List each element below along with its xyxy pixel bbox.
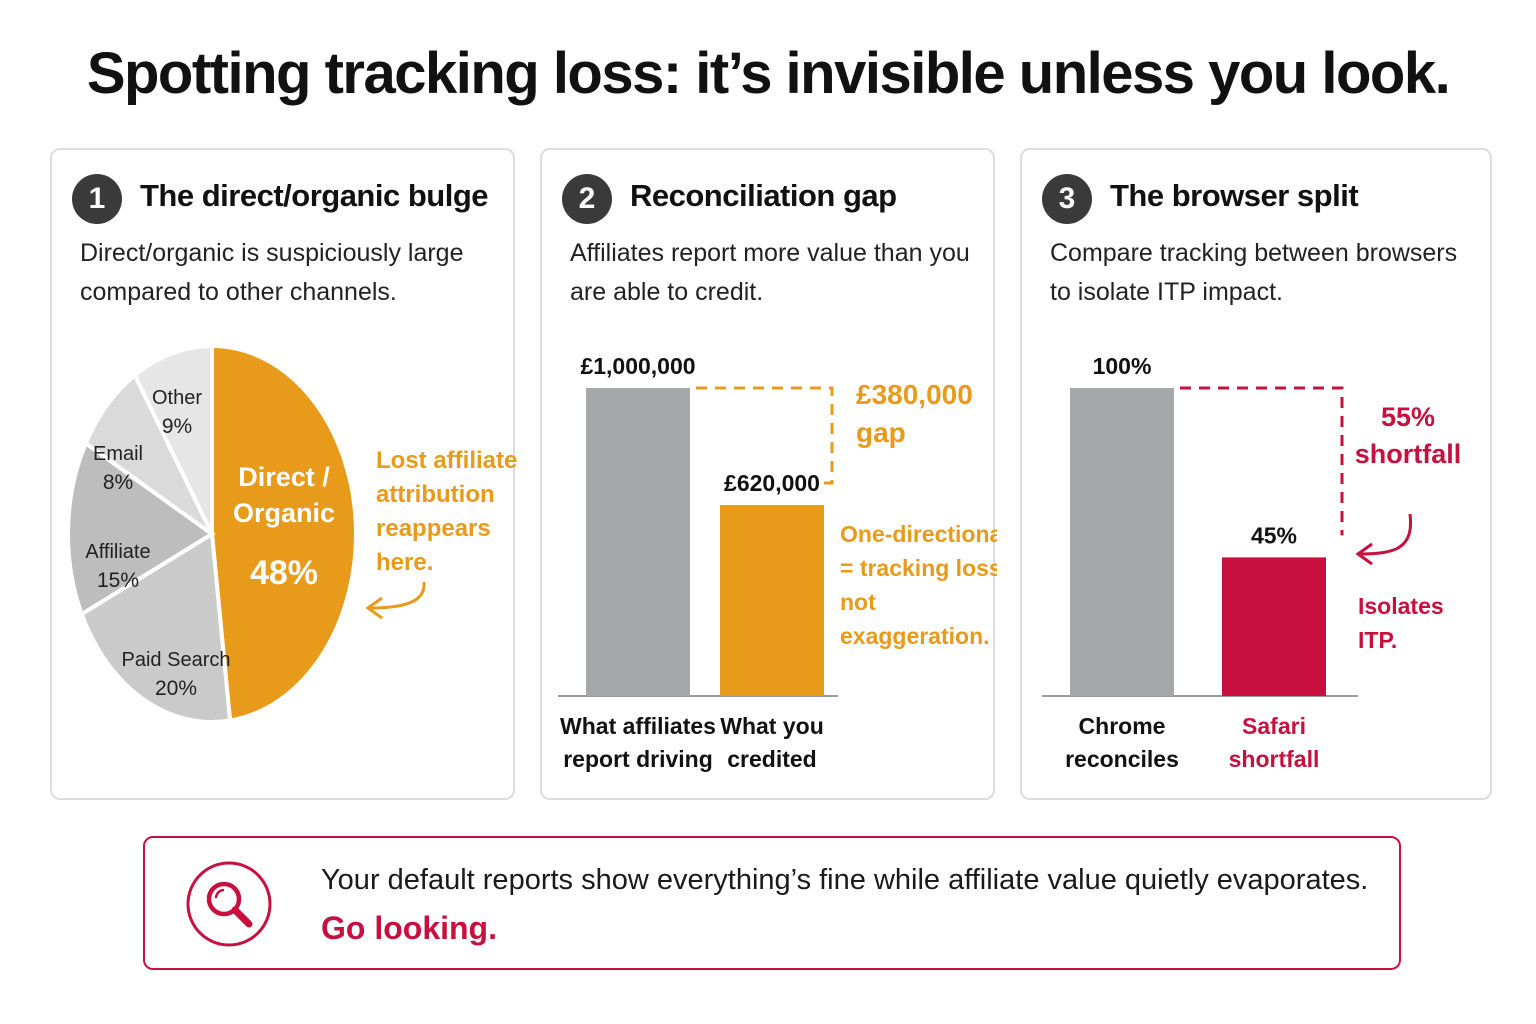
pie-slice (210, 343, 359, 723)
panel-description: Compare tracking between browsers to iso… (1050, 239, 1458, 306)
arrow-icon (1359, 513, 1413, 556)
bar-value-label: £1,000,000 (580, 353, 695, 379)
pie-slice-label: Direct / (238, 462, 330, 492)
bar (586, 388, 690, 696)
footer-callout: Your default reports show everything’s f… (143, 836, 1401, 970)
page-title: Spotting tracking loss: it’s invisible u… (86, 41, 1451, 106)
pie-slice-value: 20% (155, 677, 197, 700)
step-number-badge: 3 (1042, 174, 1092, 224)
panel-description: Direct/organic is suspiciously large com… (80, 239, 464, 306)
bar-category-label: Safari (1242, 713, 1306, 739)
bar-category-label: shortfall (1229, 746, 1320, 772)
browser-bar-chart: 100% Chrome reconciles 45% Safari shortfall 55… (1042, 353, 1462, 772)
panel-title: The direct/organic bulge (140, 178, 489, 213)
annotation-text: reappears (376, 515, 491, 542)
annotation-text: here. (376, 549, 433, 576)
annotation-text: attribution (376, 481, 495, 508)
panel-browser-split: 3 The browser split Compare tracking bet… (1020, 148, 1492, 800)
gap-label: shortfall (1355, 439, 1462, 469)
bar-category-label: credited (727, 746, 816, 772)
gap-label: gap (856, 417, 906, 448)
annotation-text: not (840, 589, 876, 615)
bar-category-label: What you (720, 713, 824, 739)
bar-category-label: reconciles (1065, 746, 1179, 772)
bar (1070, 388, 1174, 696)
gap-bracket (696, 386, 834, 485)
step-number-badge: 2 (562, 174, 612, 224)
pie-chart: Direct / Organic 48% Paid Search 20% Affiliat… (66, 343, 517, 724)
pie-slice-label: Email (93, 443, 143, 465)
pie-slice-value: 48% (250, 554, 318, 592)
panel-reconciliation-gap: 2 Reconciliation gap Affiliates report m… (540, 148, 997, 800)
bar-category-label: report driving (563, 746, 713, 772)
arrow-icon (369, 581, 426, 610)
step-number-badge: 1 (72, 174, 122, 224)
gap-label: 55% (1381, 402, 1435, 432)
pie-slice-value: 8% (103, 471, 133, 494)
pie-slice-label: Other (152, 387, 202, 409)
annotation-text: = tracking loss, (840, 555, 997, 581)
pie-slice-value: 15% (97, 569, 139, 592)
magnifier-icon (186, 861, 272, 947)
annotation-text: Isolates (1358, 593, 1444, 619)
gap-label: £380,000 (856, 379, 973, 410)
pie-slice-label: Paid Search (122, 649, 231, 671)
footer-cta: Go looking. (321, 910, 497, 946)
arrow-head-icon (1355, 542, 1373, 566)
pie-slice (79, 530, 233, 724)
panel-description: Affiliates report more value than you ar… (570, 239, 970, 306)
bar-category-label: What affiliates (560, 713, 716, 739)
footer-text: Your default reports show everything’s f… (321, 864, 1369, 896)
bar-value-label: 100% (1093, 353, 1152, 379)
bar-value-label: £620,000 (724, 470, 820, 496)
bar (720, 505, 824, 696)
pie-slice-label: Affiliate (85, 541, 150, 563)
gap-bracket (1180, 386, 1344, 536)
reconciliation-bar-chart: £1,000,000 What affiliates report driving £… (558, 353, 997, 772)
panel-title: The browser split (1110, 178, 1359, 213)
pie-slice (132, 343, 214, 535)
bar-category-label: Chrome (1079, 713, 1166, 739)
annotation-text: ITP. (1358, 627, 1397, 653)
annotation-text: exaggeration. (840, 623, 990, 649)
pie-slice-label: Organic (233, 498, 335, 528)
arrow-head-icon (365, 596, 383, 620)
bar-value-label: 45% (1251, 522, 1297, 548)
annotation-text: Lost affiliate (376, 447, 517, 474)
annotation-text: One-directional (840, 521, 997, 547)
panel-direct-organic-bulge: 1 The direct/organic bulge Direct/organi… (50, 148, 517, 800)
bar (1222, 557, 1326, 696)
pie-slice-value: 9% (162, 415, 192, 438)
panel-title: Reconciliation gap (630, 178, 897, 213)
pie-slice (66, 440, 216, 618)
